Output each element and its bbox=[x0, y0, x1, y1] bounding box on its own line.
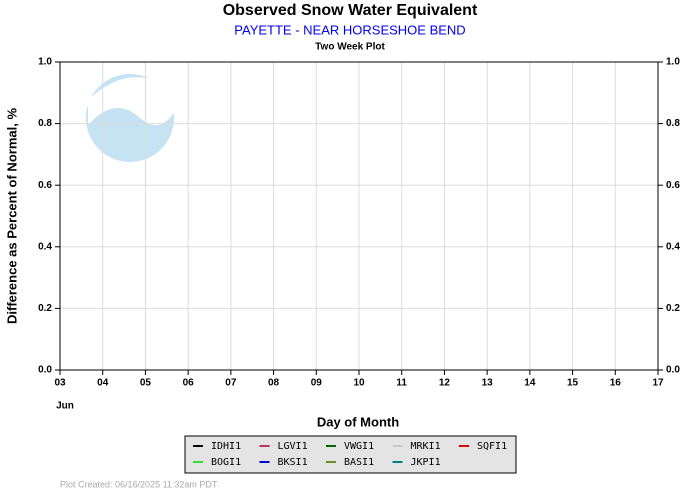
legend-label: SQFI1 bbox=[477, 441, 507, 452]
svg-text:NOAA: NOAA bbox=[106, 91, 154, 108]
y-tick-label: 0.0 bbox=[38, 365, 52, 376]
legend-label: LGVI1 bbox=[278, 441, 308, 452]
y2-tick-label: 0.6 bbox=[666, 180, 680, 191]
x-tick-label: 05 bbox=[140, 378, 152, 389]
y2-tick-label: 0.2 bbox=[666, 303, 680, 314]
x-tick-label: 08 bbox=[268, 378, 280, 389]
x-month-label: Jun bbox=[56, 401, 74, 412]
legend-label: BKSI1 bbox=[278, 457, 308, 468]
x-tick-label: 12 bbox=[439, 378, 451, 389]
x-tick-label: 03 bbox=[54, 378, 66, 389]
y-tick-label: 0.8 bbox=[38, 118, 52, 129]
x-tick-label: 14 bbox=[524, 378, 536, 389]
x-tick-label: 16 bbox=[610, 378, 622, 389]
legend-label: BASI1 bbox=[344, 457, 374, 468]
x-axis-label: Day of Month bbox=[317, 414, 399, 429]
y2-tick-label: 0.4 bbox=[666, 241, 680, 252]
legend-label: VWGI1 bbox=[344, 441, 374, 452]
x-tick-label: 11 bbox=[396, 378, 407, 389]
x-tick-label: 13 bbox=[482, 378, 494, 389]
y-tick-label: 0.4 bbox=[38, 241, 52, 252]
x-tick-label: 06 bbox=[183, 378, 195, 389]
chart-title: Observed Snow Water Equivalent bbox=[223, 2, 478, 19]
x-tick-label: 04 bbox=[97, 378, 109, 389]
plot-frame bbox=[59, 61, 659, 371]
x-tick-label: 15 bbox=[567, 378, 579, 389]
x-tick-label: 07 bbox=[225, 378, 237, 389]
x-tick-label: 10 bbox=[353, 378, 365, 389]
y-tick-label: 1.0 bbox=[38, 57, 52, 68]
plot-label: Two Week Plot bbox=[315, 42, 385, 53]
y-axis-label: Difference as Percent of Normal, % bbox=[4, 108, 19, 324]
chart-subtitle: PAYETTE - NEAR HORSESHOE BEND bbox=[234, 22, 465, 37]
y2-tick-label: 0.8 bbox=[666, 118, 680, 129]
legend-box bbox=[184, 435, 517, 474]
y2-tick-label: 0.0 bbox=[666, 365, 680, 376]
footer: Plot Created: 06/16/2025 11:32am PDT bbox=[60, 479, 218, 489]
legend-label: MRKI1 bbox=[411, 441, 441, 452]
legend-label: BOGI1 bbox=[211, 457, 241, 468]
legend-label: IDHI1 bbox=[211, 441, 241, 452]
x-tick-label: 17 bbox=[652, 378, 664, 389]
noaa-logo: NOAA bbox=[86, 74, 174, 162]
y-tick-label: 0.2 bbox=[38, 303, 52, 314]
y-tick-label: 0.6 bbox=[38, 180, 52, 191]
legend-label: JKPI1 bbox=[411, 457, 441, 468]
x-tick-label: 09 bbox=[311, 378, 323, 389]
y2-tick-label: 1.0 bbox=[666, 57, 680, 68]
